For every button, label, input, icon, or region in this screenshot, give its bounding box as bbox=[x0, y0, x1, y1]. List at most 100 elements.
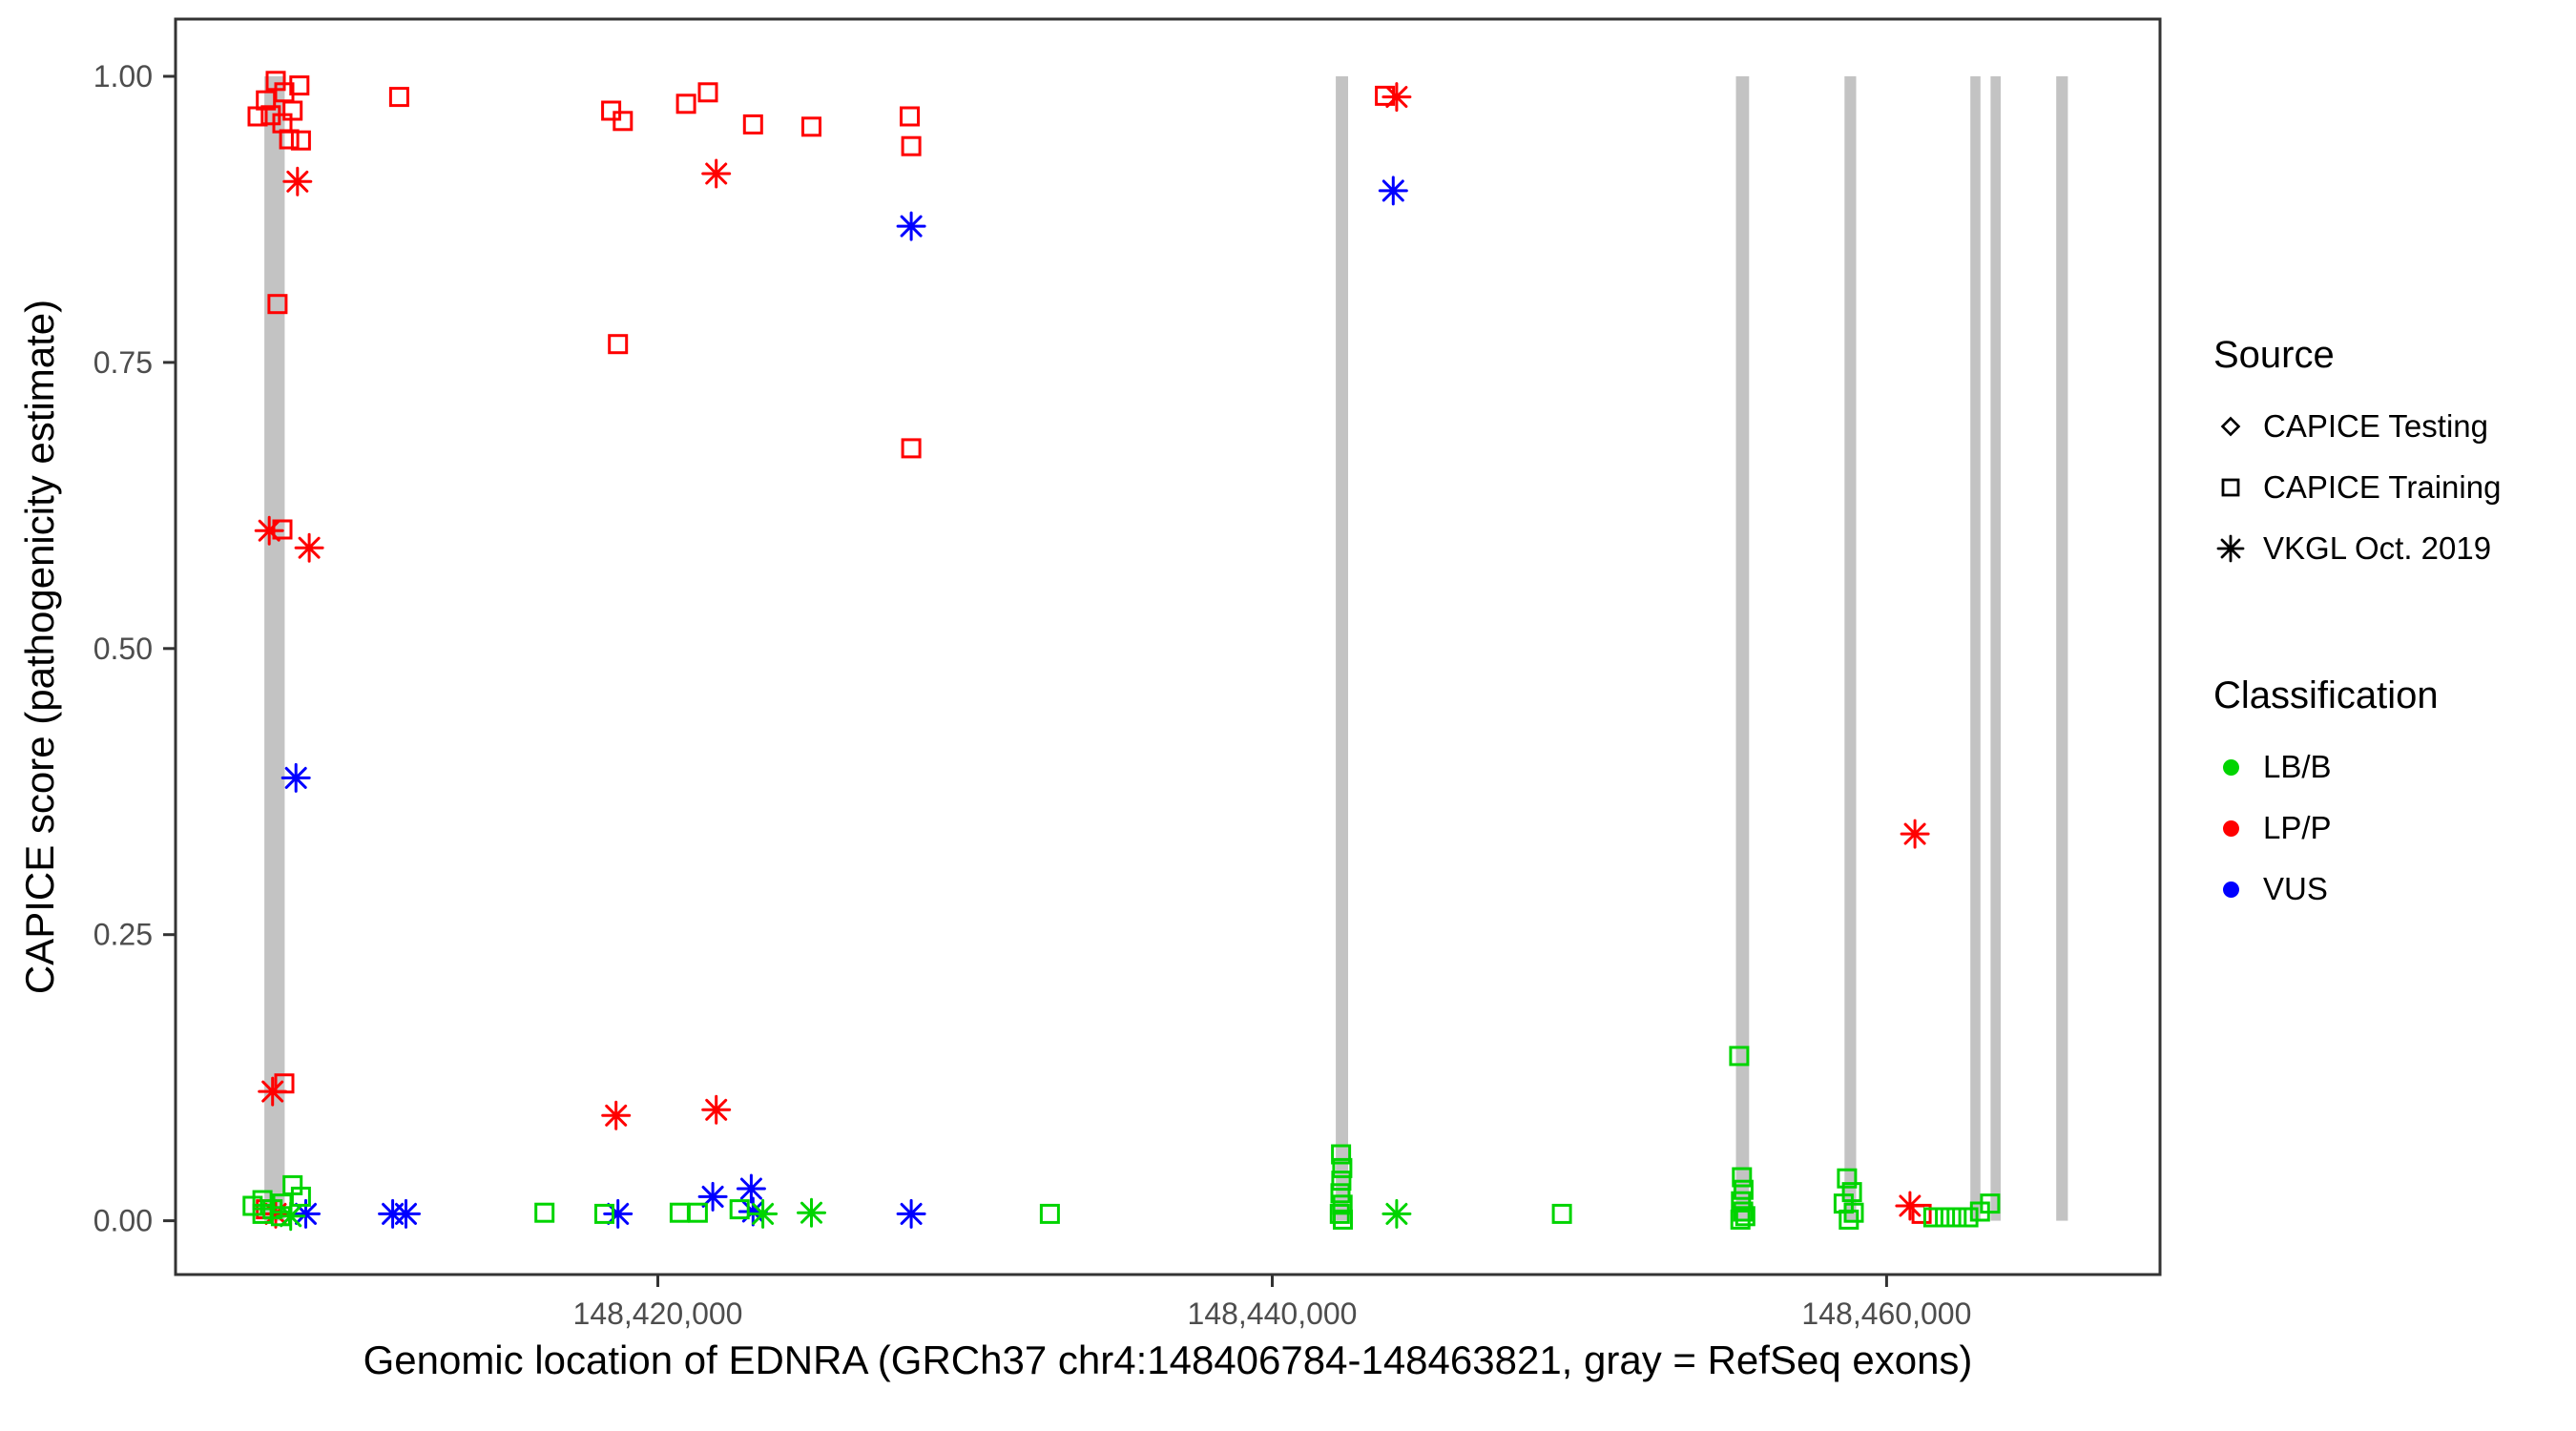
y-tick-label: 0.00 bbox=[93, 1204, 153, 1238]
legend-classification-title: Classification bbox=[2213, 674, 2439, 716]
data-point-square bbox=[290, 130, 311, 151]
data-point-square bbox=[1729, 1046, 1750, 1067]
data-point-square bbox=[1329, 1203, 1350, 1224]
data-point-square bbox=[282, 100, 303, 121]
data-point-square bbox=[1732, 1167, 1753, 1188]
data-point-square bbox=[1946, 1207, 1967, 1228]
data-point-asterisk bbox=[276, 1201, 306, 1232]
data-point-asterisk bbox=[280, 762, 311, 793]
data-point-square bbox=[1332, 1157, 1353, 1178]
data-point-square bbox=[1733, 1179, 1754, 1200]
legend-item-lbb: LB/B bbox=[2213, 736, 2501, 798]
data-point-asterisk bbox=[1381, 82, 1412, 113]
lpp-dot-icon bbox=[2213, 811, 2248, 845]
data-point-square bbox=[1839, 1209, 1859, 1230]
legend-source-group: Source CAPICE Testing CAPICE Training bbox=[2213, 334, 2501, 579]
legend-item-label: CAPICE Testing bbox=[2263, 408, 2488, 444]
points-layer bbox=[242, 71, 2001, 1232]
exon-bar bbox=[1990, 76, 2001, 1221]
y-tick-label: 0.50 bbox=[93, 632, 153, 666]
legend-item-label: CAPICE Training bbox=[2263, 469, 2502, 505]
data-point-square bbox=[1843, 1202, 1864, 1223]
data-point-square bbox=[1333, 1209, 1353, 1230]
data-point-square bbox=[1958, 1207, 1979, 1228]
data-point-asterisk bbox=[391, 1198, 421, 1229]
data-point-square bbox=[901, 438, 922, 459]
x-axis-title: Genomic location of EDNRA (GRCh37 chr4:1… bbox=[363, 1338, 1973, 1382]
legend-item-label: LP/P bbox=[2263, 810, 2332, 845]
exon-bar bbox=[1735, 76, 1750, 1221]
data-point-square bbox=[290, 1186, 311, 1207]
exon-bar bbox=[1844, 76, 1857, 1221]
data-point-square bbox=[1935, 1207, 1956, 1228]
data-point-asterisk bbox=[701, 1094, 732, 1125]
square-icon bbox=[2213, 470, 2248, 505]
data-point-square bbox=[1039, 1203, 1060, 1224]
data-point-square bbox=[687, 1202, 708, 1223]
data-point-asterisk bbox=[260, 1198, 291, 1229]
data-point-square bbox=[1330, 1183, 1351, 1204]
lbb-dot-icon bbox=[2213, 750, 2248, 784]
data-point-asterisk bbox=[603, 1198, 634, 1229]
x-tick-label: 148,460,000 bbox=[1801, 1296, 1971, 1331]
data-point-square bbox=[729, 1199, 750, 1220]
legend: Source CAPICE Testing CAPICE Training bbox=[2213, 334, 2501, 920]
exon-bar bbox=[2056, 76, 2068, 1221]
data-point-square bbox=[900, 106, 920, 127]
exon-bar bbox=[264, 76, 285, 1221]
legend-item-vkgl: VKGL Oct. 2019 bbox=[2213, 518, 2501, 579]
data-point-asterisk bbox=[736, 1173, 766, 1204]
data-point-asterisk bbox=[254, 515, 284, 546]
data-point-square bbox=[901, 135, 922, 156]
data-point-square bbox=[613, 111, 634, 132]
data-point-asterisk bbox=[1900, 819, 1930, 849]
data-point-asterisk bbox=[1378, 176, 1408, 206]
data-point-square bbox=[1980, 1193, 2001, 1214]
legend-item-lpp: LP/P bbox=[2213, 798, 2501, 859]
y-tick-label: 0.75 bbox=[93, 345, 153, 380]
data-point-square bbox=[801, 116, 821, 137]
data-point-asterisk bbox=[294, 532, 324, 563]
vus-dot-icon bbox=[2213, 872, 2248, 906]
data-point-square bbox=[601, 100, 622, 121]
data-point-square bbox=[1331, 1171, 1352, 1192]
data-point-square bbox=[279, 129, 300, 150]
data-point-square bbox=[742, 114, 763, 135]
legend-item-capice-training: CAPICE Training bbox=[2213, 457, 2501, 518]
legend-item-vus: VUS bbox=[2213, 859, 2501, 920]
data-point-asterisk bbox=[737, 1196, 768, 1227]
data-point-square bbox=[594, 1203, 614, 1224]
data-point-asterisk bbox=[1895, 1191, 1925, 1221]
data-point-square bbox=[1331, 1144, 1352, 1165]
data-point-square bbox=[534, 1202, 555, 1223]
data-point-asterisk bbox=[258, 1076, 288, 1107]
legend-source-title: Source bbox=[2213, 334, 2335, 376]
data-point-square bbox=[1551, 1203, 1572, 1224]
data-point-asterisk bbox=[601, 1100, 632, 1130]
data-point-asterisk bbox=[896, 1198, 926, 1229]
legend-item-label: LB/B bbox=[2263, 749, 2332, 784]
y-tick-label: 0.25 bbox=[93, 918, 153, 952]
data-point-square bbox=[697, 82, 718, 103]
data-point-asterisk bbox=[896, 211, 926, 241]
legend-item-label: VUS bbox=[2263, 871, 2328, 906]
x-tick-label: 148,440,000 bbox=[1188, 1296, 1358, 1331]
data-point-square bbox=[1730, 1209, 1751, 1230]
data-point-square bbox=[608, 334, 629, 355]
data-point-asterisk bbox=[701, 158, 732, 189]
data-point-square bbox=[675, 93, 696, 114]
data-point-asterisk bbox=[797, 1197, 826, 1228]
y-axis-title: CAPICE score (pathogenicity estimate) bbox=[17, 299, 62, 995]
panel-border bbox=[174, 17, 2162, 1276]
legend-item-label: VKGL Oct. 2019 bbox=[2263, 530, 2492, 566]
data-point-asterisk bbox=[291, 1198, 321, 1229]
data-point-square bbox=[1922, 1207, 1943, 1228]
exons-layer bbox=[264, 76, 2068, 1221]
data-point-square bbox=[388, 87, 409, 108]
data-point-asterisk bbox=[282, 166, 313, 197]
data-point-square bbox=[1735, 1206, 1755, 1227]
asterisk-icon bbox=[2213, 531, 2248, 566]
data-point-asterisk bbox=[697, 1181, 728, 1212]
